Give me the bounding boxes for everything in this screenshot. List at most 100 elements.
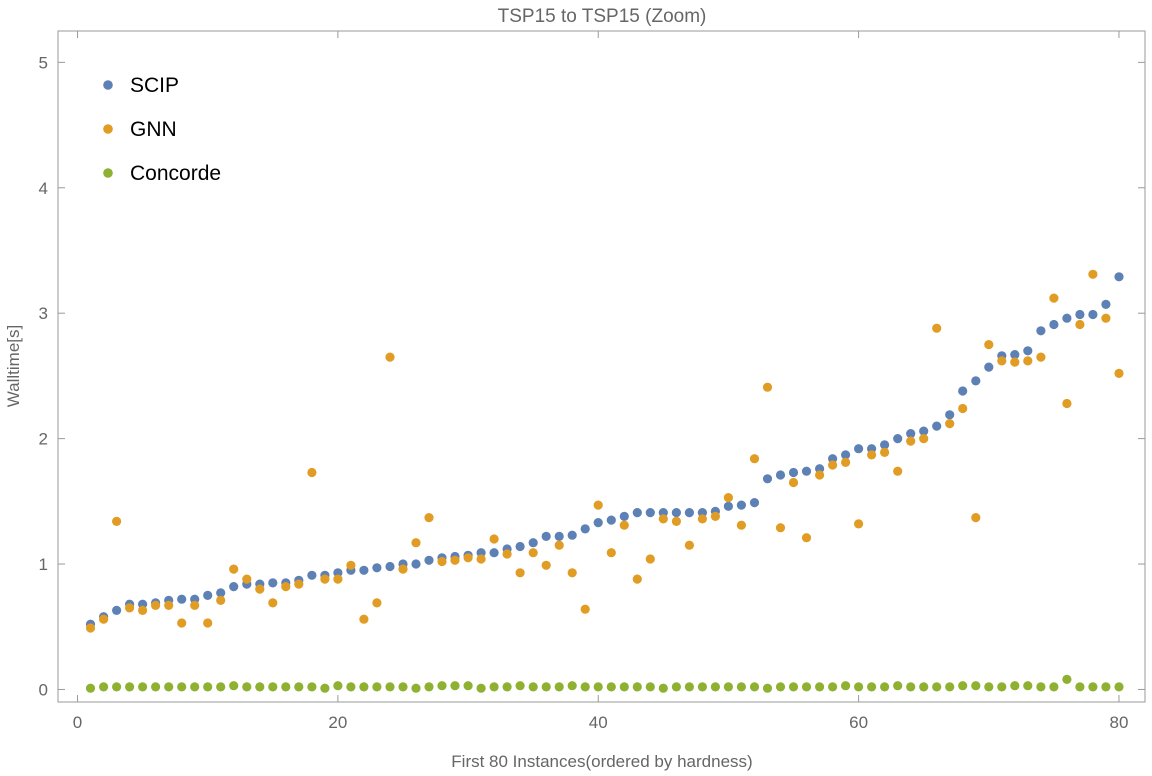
legend-marker-scip <box>103 80 113 90</box>
concorde-point <box>710 682 721 692</box>
concorde-point <box>112 682 122 692</box>
gnn-point <box>112 516 122 527</box>
concorde-point <box>880 682 890 692</box>
scip-point <box>1075 309 1085 320</box>
gnn-point <box>697 514 708 524</box>
gnn-point <box>958 403 968 414</box>
scip-point <box>880 440 890 450</box>
gnn-point <box>320 574 330 584</box>
concorde-point <box>1062 674 1072 685</box>
gnn-point <box>528 548 538 558</box>
gnn-point <box>554 540 564 550</box>
concorde-point <box>294 682 304 692</box>
concorde-point <box>828 682 838 692</box>
gnn-point <box>515 568 525 578</box>
concorde-point <box>385 682 395 692</box>
concorde-point <box>502 682 512 692</box>
gnn-point <box>242 574 252 584</box>
concorde-point <box>1088 682 1098 692</box>
legend-marker-concorde <box>103 168 113 178</box>
scip-point <box>945 410 955 420</box>
gnn-point <box>567 568 577 578</box>
concorde-point <box>841 681 851 691</box>
scip-point <box>1114 272 1124 282</box>
concorde-point <box>958 681 968 691</box>
scip-point <box>229 582 239 592</box>
concorde-point <box>255 682 265 692</box>
concorde-point <box>684 682 695 692</box>
gnn-point <box>229 564 239 574</box>
gnn-point <box>190 600 200 611</box>
concorde-point <box>723 682 734 692</box>
scip-point <box>749 498 760 508</box>
scip-point <box>841 450 851 460</box>
concorde-point <box>854 682 864 692</box>
concorde-point <box>645 682 655 692</box>
scip-point <box>775 470 786 480</box>
scip-point <box>515 541 525 552</box>
gnn-point <box>749 454 760 464</box>
concorde-point <box>268 682 278 692</box>
concorde-point <box>671 682 682 692</box>
gnn-point <box>541 560 551 570</box>
gnn-point <box>867 450 877 460</box>
scip-point <box>528 538 538 548</box>
concorde-point <box>216 682 226 692</box>
concorde-point <box>320 683 330 693</box>
concorde-point <box>437 681 447 691</box>
concorde-point <box>815 682 825 692</box>
scip-point <box>932 421 942 431</box>
concorde-point <box>971 681 981 691</box>
gnn-point <box>151 600 161 611</box>
y-tick-label: 0 <box>39 680 48 699</box>
concorde-point <box>632 682 642 692</box>
gnn-point <box>372 598 382 608</box>
legend: SCIP GNN Concorde <box>103 74 221 185</box>
y-tick-label: 3 <box>39 304 48 323</box>
gnn-point <box>671 516 682 527</box>
gnn-point <box>723 493 734 503</box>
gnn-point <box>99 614 109 624</box>
gnn-point <box>502 549 512 559</box>
concorde-point <box>919 682 929 692</box>
gnn-point <box>307 467 317 478</box>
concorde-point <box>1010 681 1020 691</box>
x-tick-label: 0 <box>73 713 82 732</box>
concorde-point <box>177 682 187 692</box>
scip-point <box>216 588 226 598</box>
x-axis-label: First 80 Instances(ordered by hardness) <box>451 752 752 771</box>
scip-point <box>489 548 499 558</box>
concorde-point <box>346 682 356 692</box>
scip-point <box>619 511 629 521</box>
gnn-point <box>893 466 903 476</box>
concorde-point <box>476 683 486 693</box>
y-tick-label: 4 <box>39 179 48 198</box>
series-concorde <box>85 674 1124 693</box>
scip-point <box>203 590 213 601</box>
concorde-point <box>424 682 434 692</box>
concorde-point <box>489 682 499 692</box>
y-tick-label: 5 <box>39 53 48 72</box>
concorde-point <box>138 682 148 692</box>
scip-point <box>476 548 486 558</box>
scip-point <box>268 578 278 588</box>
concorde-point <box>867 682 877 692</box>
gnn-point <box>828 460 838 470</box>
gnn-point <box>437 556 447 567</box>
scip-point <box>1062 313 1072 323</box>
scip-point <box>736 500 747 510</box>
scip-point <box>424 555 434 565</box>
scip-point <box>697 507 708 518</box>
concorde-point <box>359 682 369 692</box>
gnn-point <box>164 600 174 611</box>
concorde-point <box>736 682 747 692</box>
gnn-point <box>489 534 499 544</box>
scip-point <box>580 524 590 534</box>
gnn-point <box>880 447 890 457</box>
gnn-point <box>971 513 981 523</box>
concorde-point <box>788 682 799 692</box>
scip-point <box>893 434 903 444</box>
concorde-point <box>1023 681 1033 691</box>
gnn-point <box>281 582 291 592</box>
